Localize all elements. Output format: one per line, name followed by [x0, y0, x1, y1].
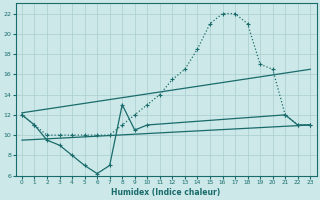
X-axis label: Humidex (Indice chaleur): Humidex (Indice chaleur) — [111, 188, 221, 197]
